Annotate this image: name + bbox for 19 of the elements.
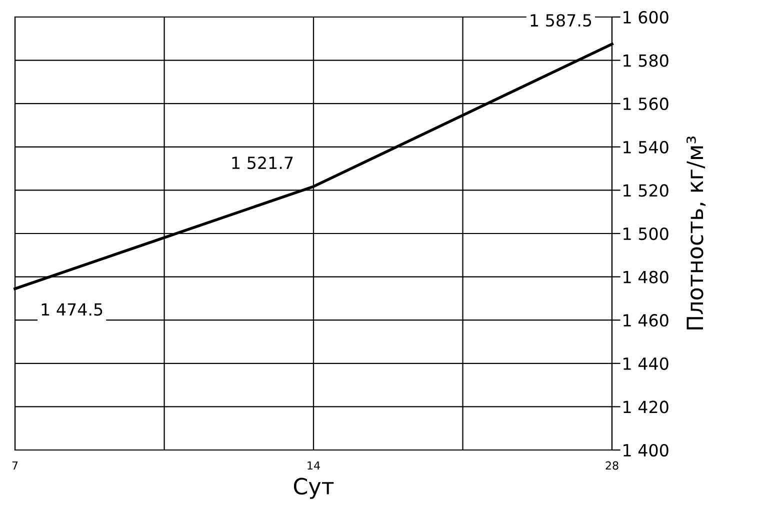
data-label: 1 521.7: [232, 156, 293, 170]
y-tick-label: 1 560: [624, 98, 668, 110]
y-tick-label: 1 540: [624, 140, 668, 154]
y-tick-label: 1 480: [624, 270, 668, 284]
data-label: 1 587.5: [530, 14, 592, 27]
x-tick-label: 28: [606, 461, 618, 470]
y-tick-label: 1 500: [624, 227, 668, 240]
y-tick-label: 1 440: [624, 357, 668, 370]
y-tick-label: 1 600: [624, 10, 668, 24]
x-tick-label: 7: [12, 461, 18, 470]
data-label: 1 474.5: [42, 303, 102, 316]
y-tick-label: 1 520: [624, 184, 668, 197]
y-tick-label: 1 420: [624, 400, 668, 414]
y-tick-label: 1 460: [624, 314, 668, 327]
y-tick-label: 1 400: [624, 444, 668, 457]
x-tick-label: 14: [308, 461, 320, 470]
x-axis-title: Сут: [294, 478, 334, 499]
y-axis-title: Плотность, кг/м³: [686, 136, 706, 330]
y-tick-label: 1 580: [624, 54, 668, 67]
